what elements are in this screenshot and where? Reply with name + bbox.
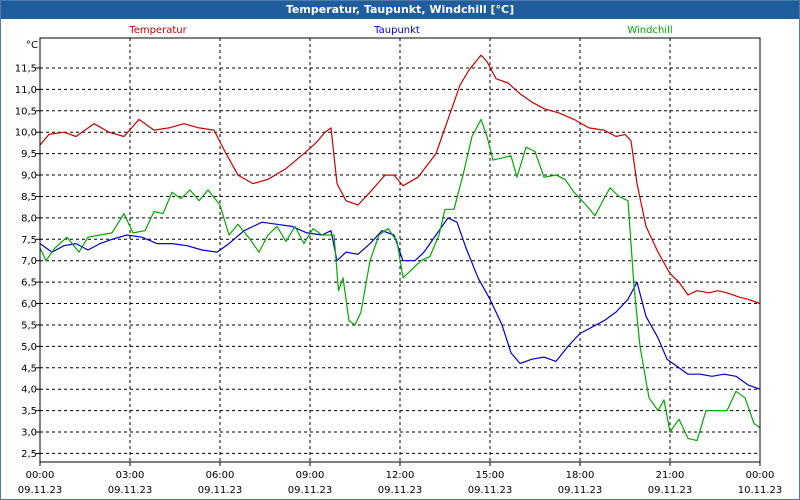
- x-tick-date: 09.11.23: [558, 485, 603, 496]
- x-tick-time: 00:00: [746, 470, 775, 481]
- y-tick-label: 6,5: [21, 278, 37, 289]
- series-line-windchill: [39, 118, 761, 442]
- y-tick-label: 7,0: [21, 256, 37, 267]
- x-tick-date: 09.11.23: [108, 485, 153, 496]
- x-tick-time: 15:00: [476, 470, 505, 481]
- y-tick-label: 8,5: [21, 192, 37, 203]
- x-tick-time: 12:00: [386, 470, 415, 481]
- legend-taupunkt: Taupunkt: [373, 25, 420, 36]
- y-tick-label: 9,5: [21, 149, 37, 160]
- legend-temperatur: Temperatur: [128, 25, 187, 36]
- y-tick-label: 3,5: [21, 406, 37, 417]
- x-tick-time: 21:00: [656, 470, 685, 481]
- x-tick-date: 09.11.23: [198, 485, 243, 496]
- y-tick-label: 8,0: [21, 213, 37, 224]
- x-tick-date: 09.11.23: [468, 485, 513, 496]
- y-tick-label: 4,5: [21, 363, 37, 374]
- x-tick-date: 09.11.23: [18, 485, 63, 496]
- y-tick-label: 11,0: [15, 85, 37, 96]
- series-line-taupunkt: [39, 217, 761, 390]
- y-tick-label: 9,0: [21, 171, 37, 182]
- x-axis-ticks: 00:00 09.11.23 03:00 09.11.23 06:00 09.11.23 0…: [18, 462, 783, 496]
- y-tick-label: 10,5: [15, 106, 37, 117]
- x-tick-date: 10.11.23: [738, 485, 783, 496]
- y-tick-label: 4,0: [21, 385, 37, 396]
- x-tick-time: 00:00: [26, 470, 55, 481]
- y-tick-label: 2,5: [21, 449, 37, 460]
- grid-lines: [40, 38, 760, 462]
- plot-border: [39, 37, 761, 463]
- y-tick-label: 10,0: [15, 128, 37, 139]
- series-line-temperatur: [39, 54, 761, 305]
- x-tick-date: 09.11.23: [288, 485, 333, 496]
- x-tick-time: 09:00: [296, 470, 325, 481]
- x-tick-time: 18:00: [566, 470, 595, 481]
- y-tick-label: 11,5: [15, 63, 37, 74]
- legend-windchill: Windchill: [627, 25, 672, 36]
- x-tick-time: 03:00: [116, 470, 145, 481]
- y-tick-label: 5,5: [21, 320, 37, 331]
- x-tick-date: 09.11.23: [648, 485, 693, 496]
- y-axis-label: °C: [26, 40, 38, 51]
- legend: Temperatur Taupunkt Windchill: [128, 25, 672, 36]
- y-axis-ticks: 2,5 3,0 3,5 4,0 4,5 5,0 5,5 6,0 6,5 7,0 7,5 8,0 8,5 9…: [15, 63, 40, 460]
- series-lines: [39, 54, 761, 442]
- x-tick-date: 09.11.23: [378, 485, 423, 496]
- y-tick-label: 7,5: [21, 235, 37, 246]
- window-title: Temperatur, Taupunkt, Windchill [°C]: [1, 1, 799, 19]
- y-tick-label: 5,0: [21, 342, 37, 353]
- x-tick-time: 06:00: [206, 470, 235, 481]
- y-tick-label: 6,0: [21, 299, 37, 310]
- y-tick-label: 3,0: [21, 428, 37, 439]
